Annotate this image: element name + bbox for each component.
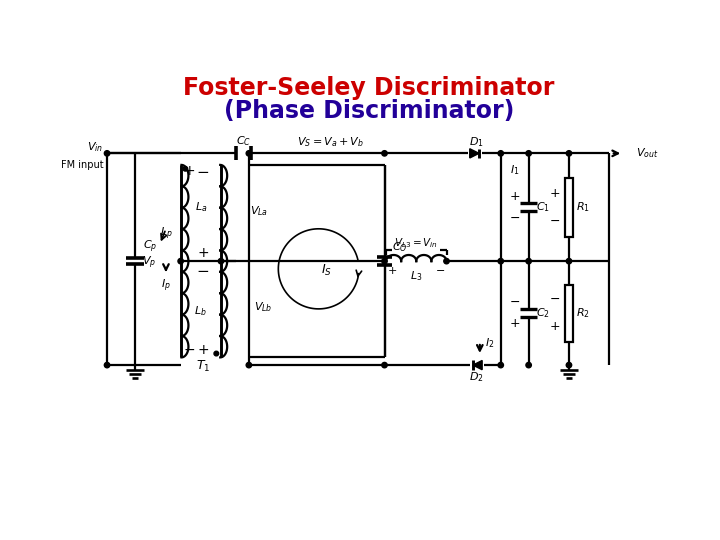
- Circle shape: [526, 151, 531, 156]
- Text: −: −: [550, 293, 560, 306]
- Text: FM input: FM input: [60, 160, 103, 170]
- Circle shape: [498, 151, 503, 156]
- Bar: [564, 285, 573, 342]
- Text: $I_p$: $I_p$: [161, 278, 171, 294]
- Circle shape: [246, 362, 251, 368]
- Text: $R_1$: $R_1$: [576, 200, 590, 214]
- Text: +: +: [387, 266, 397, 276]
- Text: $T_1$: $T_1$: [196, 359, 210, 374]
- Circle shape: [246, 151, 251, 156]
- Circle shape: [566, 362, 572, 368]
- Text: $C_2$: $C_2$: [536, 306, 549, 320]
- Text: $V_{Lb}$: $V_{Lb}$: [253, 300, 272, 314]
- Text: $V_S = V_a + V_b$: $V_S = V_a + V_b$: [297, 136, 364, 150]
- Text: −: −: [510, 212, 520, 225]
- Circle shape: [382, 362, 387, 368]
- Circle shape: [566, 151, 572, 156]
- Text: $D_1$: $D_1$: [469, 135, 483, 148]
- Text: $I_1$: $I_1$: [510, 164, 519, 177]
- Circle shape: [178, 259, 184, 264]
- Circle shape: [498, 362, 503, 368]
- Text: $R_2$: $R_2$: [576, 306, 590, 320]
- Circle shape: [566, 259, 572, 264]
- Text: $C_p$: $C_p$: [143, 239, 158, 255]
- Text: $L_b$: $L_b$: [194, 305, 207, 318]
- Circle shape: [104, 362, 109, 368]
- Circle shape: [218, 259, 224, 264]
- Text: $L_3$: $L_3$: [410, 269, 423, 284]
- Text: $L_p$: $L_p$: [160, 226, 172, 242]
- Text: $V_{La}$: $V_{La}$: [250, 204, 268, 218]
- Circle shape: [498, 259, 503, 264]
- Bar: [564, 178, 573, 237]
- Text: +: +: [549, 320, 560, 334]
- Text: −: −: [184, 343, 195, 357]
- Text: +: +: [197, 246, 209, 260]
- Circle shape: [382, 151, 387, 156]
- Polygon shape: [469, 148, 479, 158]
- Text: $V_{L3}=V_{in}$: $V_{L3}=V_{in}$: [395, 236, 438, 249]
- Text: −: −: [510, 296, 520, 309]
- Text: $V_p$: $V_p$: [142, 254, 156, 271]
- Circle shape: [104, 151, 109, 156]
- Text: $V_{in}$: $V_{in}$: [87, 140, 103, 154]
- Text: +: +: [509, 190, 520, 203]
- Text: +: +: [509, 318, 520, 330]
- Text: +: +: [197, 343, 209, 357]
- Text: $V_{out}$: $V_{out}$: [636, 146, 659, 160]
- Circle shape: [214, 351, 219, 356]
- Text: (Phase Discriminator): (Phase Discriminator): [224, 99, 514, 123]
- Text: $C_1$: $C_1$: [536, 200, 549, 214]
- Circle shape: [382, 259, 387, 264]
- Text: $C_C$: $C_C$: [236, 134, 251, 148]
- Text: −: −: [436, 266, 445, 276]
- Polygon shape: [473, 361, 482, 370]
- Circle shape: [526, 362, 531, 368]
- Text: $I_2$: $I_2$: [485, 336, 495, 350]
- Circle shape: [444, 259, 449, 264]
- Circle shape: [526, 259, 531, 264]
- Text: −: −: [197, 165, 210, 180]
- Text: Foster-Seeley Discriminator: Foster-Seeley Discriminator: [184, 76, 554, 100]
- Circle shape: [183, 166, 188, 171]
- Text: $I_S$: $I_S$: [321, 263, 332, 278]
- Text: +: +: [184, 164, 195, 178]
- Text: $L_a$: $L_a$: [194, 200, 207, 214]
- Text: $C_O$: $C_O$: [392, 240, 408, 254]
- Text: $D_2$: $D_2$: [469, 370, 483, 384]
- Text: +: +: [549, 187, 560, 200]
- Text: −: −: [550, 214, 560, 228]
- Text: −: −: [197, 265, 210, 279]
